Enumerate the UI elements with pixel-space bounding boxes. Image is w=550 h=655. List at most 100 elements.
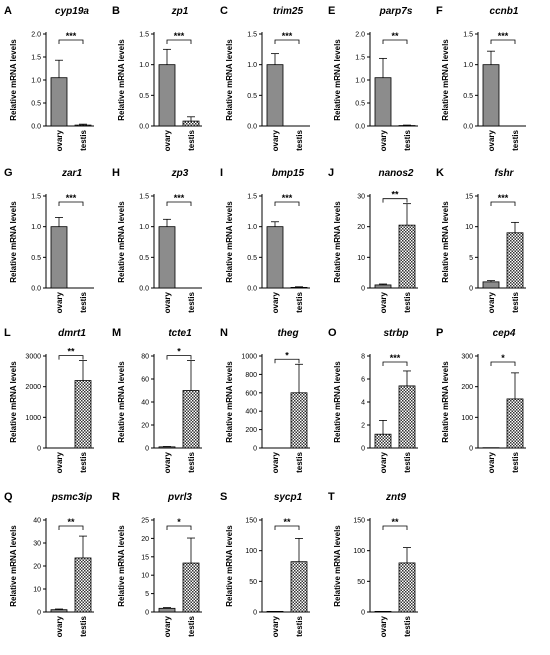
y-tick-label: 200	[245, 427, 257, 434]
x-tick-label: ovary	[163, 615, 172, 637]
x-tick-label: testis	[295, 129, 304, 150]
x-tick-label: ovary	[379, 615, 388, 637]
y-axis-label: Relative mRNA levels	[333, 525, 342, 607]
panel-letter: P	[436, 327, 443, 339]
x-tick-label: ovary	[487, 291, 496, 313]
y-tick-label: 10	[465, 224, 473, 231]
y-tick-label: 15	[465, 194, 473, 201]
y-axis-label: Relative mRNA levels	[9, 39, 18, 121]
x-tick-label: ovary	[271, 129, 280, 151]
x-tick-label: testis	[403, 451, 412, 472]
chart-title: psmc3ip	[51, 492, 93, 503]
y-tick-label: 100	[461, 415, 473, 422]
y-tick-label: 0	[253, 446, 257, 453]
significance-label: ***	[66, 31, 77, 41]
x-tick-label: ovary	[55, 615, 64, 637]
panel-letter: S	[220, 491, 227, 503]
x-tick-label: ovary	[55, 291, 64, 313]
significance-label: ***	[498, 31, 509, 41]
x-tick-label: ovary	[379, 451, 388, 473]
chart-title: trim25	[273, 6, 303, 17]
significance-label: **	[67, 517, 75, 527]
bar-testis	[291, 562, 307, 612]
bar-ovary	[159, 65, 175, 126]
y-tick-label: 300	[461, 354, 473, 361]
y-tick-label: 100	[245, 548, 257, 555]
y-axis-label: Relative mRNA levels	[225, 525, 234, 607]
chart-title: tcte1	[168, 328, 192, 339]
y-tick-label: 0.0	[247, 286, 257, 293]
chart-title: zp3	[171, 168, 189, 179]
y-tick-label: 1.5	[139, 194, 149, 201]
y-tick-label: 0.0	[247, 124, 257, 131]
bar-ovary	[159, 447, 175, 448]
y-tick-label: 0.0	[31, 286, 41, 293]
chart-title: theg	[277, 328, 298, 339]
x-tick-label: testis	[511, 291, 520, 312]
y-axis-label: Relative mRNA levels	[117, 201, 126, 283]
chart-title: nanos2	[378, 168, 413, 179]
y-tick-label: 1.0	[139, 224, 149, 231]
panel-letter: A	[4, 5, 12, 17]
x-tick-label: testis	[403, 615, 412, 636]
chart-title: znt9	[385, 492, 406, 503]
y-tick-label: 0.5	[31, 101, 41, 108]
y-tick-label: 25	[141, 518, 149, 525]
panel-letter: E	[328, 5, 335, 17]
y-tick-label: 50	[249, 579, 257, 586]
chart-title: fshr	[495, 168, 515, 179]
significance-label: ***	[174, 193, 185, 203]
panel-letter: N	[220, 327, 228, 339]
x-tick-label: testis	[295, 291, 304, 312]
bar-ovary	[51, 78, 67, 126]
y-tick-label: 0	[253, 610, 257, 617]
bar-ovary	[375, 285, 391, 288]
y-tick-label: 1.0	[31, 224, 41, 231]
x-tick-label: testis	[79, 615, 88, 636]
y-tick-label: 15	[141, 554, 149, 561]
y-tick-label: 6	[361, 377, 365, 384]
y-tick-label: 150	[245, 518, 257, 525]
x-tick-label: ovary	[379, 291, 388, 313]
bar-ovary	[483, 282, 499, 288]
y-axis-label: Relative mRNA levels	[9, 201, 18, 283]
x-tick-label: ovary	[163, 129, 172, 151]
y-tick-label: 0.5	[139, 93, 149, 100]
bar-testis	[75, 125, 91, 126]
y-axis-label: Relative mRNA levels	[333, 361, 342, 443]
bar-testis	[507, 233, 523, 288]
x-tick-label: ovary	[55, 451, 64, 473]
chart-title: cep4	[493, 328, 516, 339]
panel-letter: Q	[4, 491, 13, 503]
y-tick-label: 400	[245, 409, 257, 416]
y-tick-label: 10	[357, 255, 365, 262]
significance-label: **	[391, 517, 399, 527]
panel-letter: K	[436, 167, 444, 179]
x-tick-label: testis	[295, 615, 304, 636]
chart-title: cyp19a	[55, 6, 89, 17]
x-tick-label: ovary	[271, 451, 280, 473]
y-tick-label: 0.5	[355, 101, 365, 108]
panel-letter: G	[4, 167, 13, 179]
y-tick-label: 0	[37, 446, 41, 453]
y-tick-label: 1.5	[247, 32, 257, 39]
y-tick-label: 20	[357, 224, 365, 231]
y-tick-label: 1000	[25, 415, 41, 422]
y-tick-label: 2	[361, 423, 365, 430]
bar-ovary	[267, 227, 283, 288]
y-tick-label: 1000	[241, 354, 257, 361]
y-tick-label: 1.0	[355, 78, 365, 85]
y-axis-label: Relative mRNA levels	[117, 39, 126, 121]
